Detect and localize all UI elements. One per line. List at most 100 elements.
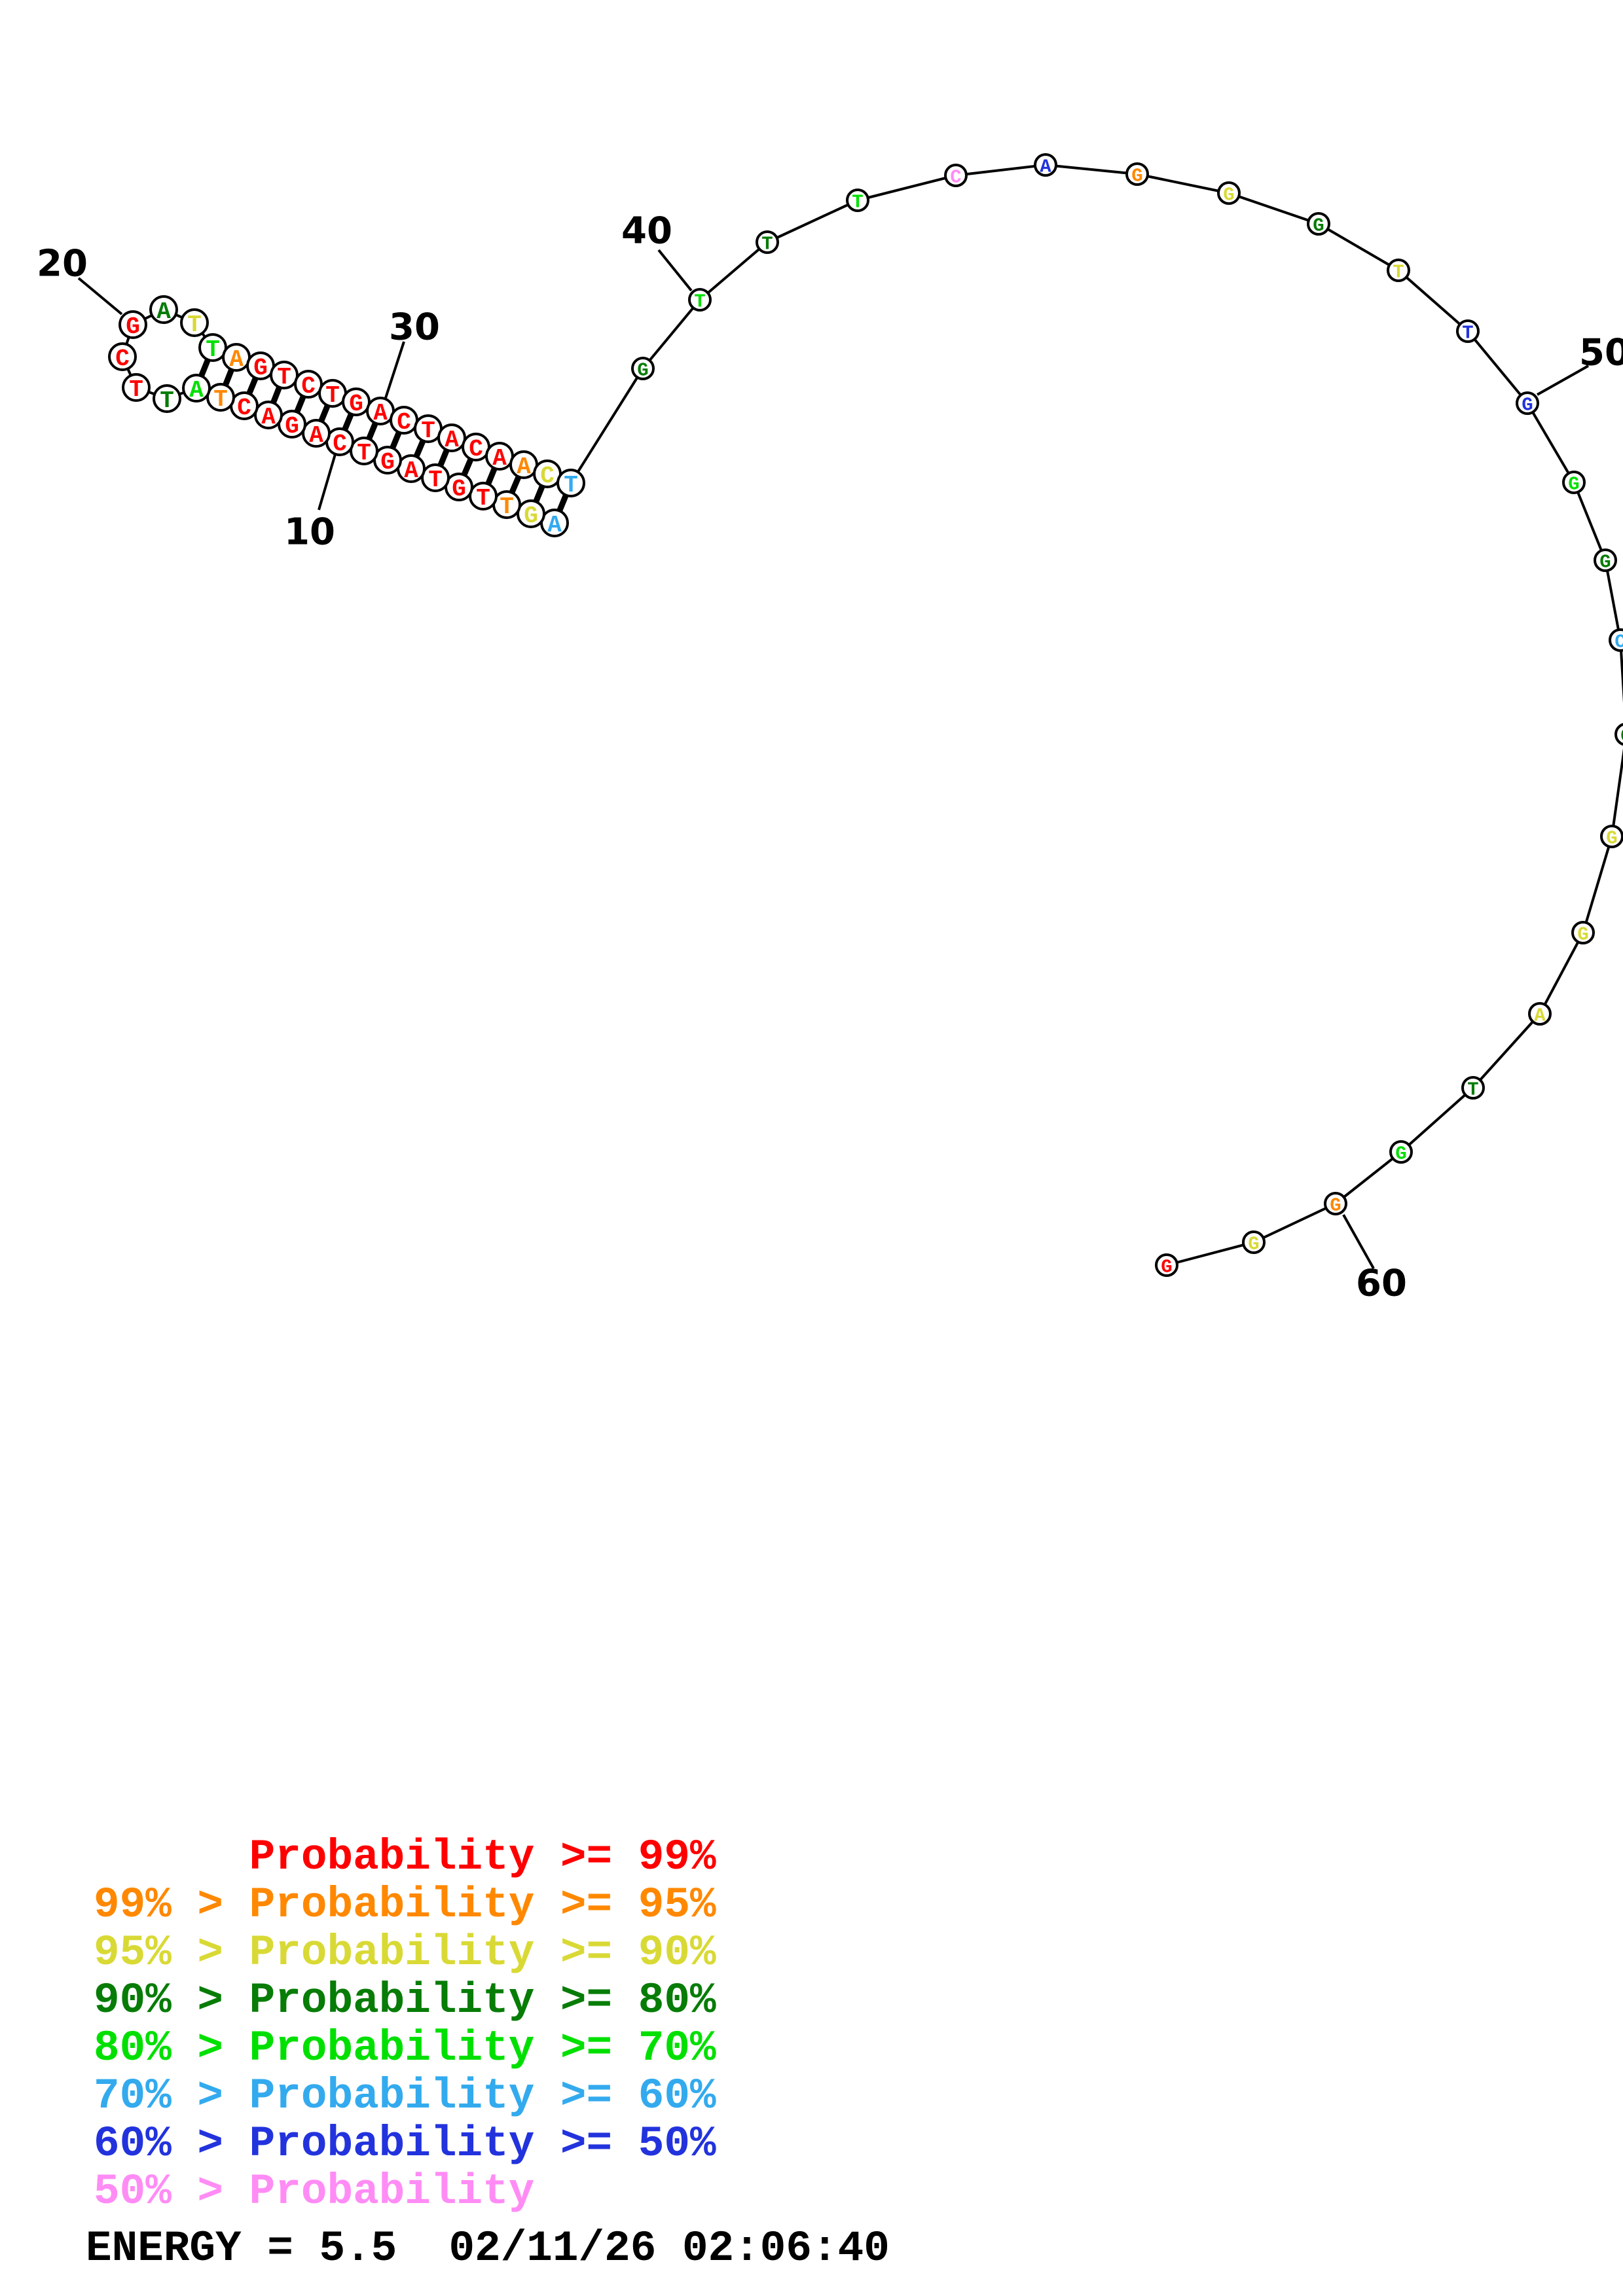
- nucleotide-56: G: [1571, 921, 1595, 945]
- nucleotide-circle: [1387, 259, 1410, 282]
- nucleotide-25: G: [246, 351, 275, 382]
- nucleotide-circle: [1155, 1253, 1178, 1277]
- nucleotide-1: A: [540, 509, 569, 539]
- nucleotide-circle: [1528, 1002, 1552, 1026]
- nucleotide-letter: T: [476, 485, 490, 512]
- nucleotide-44: A: [1034, 153, 1057, 177]
- nucleotide-circle: [182, 374, 211, 403]
- nucleotide-letter: A: [492, 445, 507, 472]
- nucleotide-27: C: [294, 370, 323, 400]
- nucleotide-26: T: [270, 361, 299, 391]
- nucleotide-circle: [1242, 1230, 1266, 1254]
- nucleotide-circle: [1307, 212, 1330, 236]
- nucleotide-letter: T: [1467, 1079, 1478, 1100]
- nucleotide-letter: G: [1620, 725, 1623, 747]
- nucleotide-24: A: [222, 343, 251, 373]
- position-label-leader: [657, 249, 693, 292]
- backbone-segment: [1539, 932, 1584, 1014]
- nucleotide-61: G: [1242, 1230, 1266, 1255]
- legend-row: 80% > Probability >= 70%: [94, 2024, 716, 2073]
- backbone-segment: [1619, 639, 1623, 704]
- nucleotide-letter: T: [564, 472, 578, 499]
- nucleotide-circle: [846, 188, 869, 212]
- nucleotide-13: A: [254, 401, 283, 431]
- backbone-segment: [1400, 1086, 1474, 1153]
- nucleotide-8: G: [373, 446, 402, 476]
- nucleotide-14: C: [230, 391, 259, 422]
- legend-row: Probability >= 99%: [94, 1833, 716, 1882]
- nucleotide-letter: G: [126, 314, 140, 340]
- position-label-leader: [384, 341, 405, 399]
- nucleotide-5: G: [445, 473, 473, 503]
- nucleotide-circle: [350, 437, 378, 465]
- backbone-segment: [1166, 1241, 1254, 1266]
- nucleotide-letter: A: [445, 427, 459, 454]
- nucleotide-letter: G: [637, 359, 648, 381]
- nucleotide-15: T: [206, 383, 235, 413]
- nucleotide-letter: A: [189, 377, 204, 404]
- nucleotide-letter: T: [1462, 322, 1473, 344]
- nucleotide-letter: C: [950, 166, 961, 188]
- nucleotide-letter: T: [206, 336, 220, 363]
- nucleotide-circle: [180, 308, 209, 337]
- nucleotide-letter: T: [694, 291, 705, 312]
- nucleotide-6: T: [421, 463, 450, 493]
- nucleotide-circle: [556, 469, 585, 497]
- energy-text: ENERGY = 5.5 02/11/26 02:06:40: [86, 2224, 890, 2273]
- nucleotide-letter: G: [452, 476, 466, 503]
- nucleotide-circle: [688, 288, 712, 312]
- nucleotide-letter: C: [397, 409, 411, 436]
- nucleotide-letter: A: [309, 422, 323, 449]
- nucleotide-41: T: [756, 230, 779, 255]
- nucleotide-circle: [1614, 723, 1623, 746]
- position-label: 30: [389, 306, 440, 349]
- backbone-segment: [1253, 1202, 1336, 1244]
- backbone-segment: [570, 367, 644, 484]
- backbone-segment: [1467, 330, 1529, 404]
- position-label: 50: [1579, 332, 1623, 374]
- nucleotide-letter: G: [1223, 184, 1234, 206]
- nucleotide-letter: T: [852, 191, 863, 213]
- nucleotide-48: T: [1387, 259, 1410, 283]
- nucleotide-10: C: [325, 427, 354, 457]
- nucleotide-51: G: [1562, 471, 1586, 495]
- nucleotide-60: G: [1324, 1192, 1347, 1216]
- nucleotide-circle: [517, 499, 545, 528]
- nucleotide-34: C: [462, 433, 490, 463]
- nucleotide-circle: [421, 463, 450, 492]
- nucleotide-39: G: [631, 357, 655, 381]
- nucleotide-circle: [254, 401, 283, 429]
- nucleotide-letter: T: [277, 364, 291, 391]
- nucleotide-53: C: [1609, 628, 1623, 653]
- position-label: 60: [1356, 1263, 1407, 1305]
- position-label: 20: [37, 243, 88, 285]
- backbone-segment: [1334, 1151, 1402, 1205]
- nucleotide-29: G: [342, 387, 371, 418]
- nucleotide-circle: [153, 384, 181, 413]
- nucleotide-letter: G: [1330, 1194, 1341, 1216]
- nucleotide-circle: [437, 423, 466, 452]
- nucleotide-letter: A: [373, 400, 388, 427]
- backbone-segment: [1137, 173, 1230, 194]
- nucleotide-4: T: [469, 482, 498, 512]
- probability-legend: Probability >= 99% 99% > Probability >= 9…: [94, 1833, 716, 2215]
- backbone-segment: [1573, 482, 1607, 561]
- nucleotide-letter: A: [1040, 156, 1051, 177]
- nucleotide-circle: [302, 419, 331, 448]
- nucleotide-circle: [1125, 162, 1149, 186]
- nucleotide-circle: [122, 373, 151, 402]
- legend-row: 60% > Probability >= 50%: [94, 2119, 716, 2168]
- nucleotide-32: T: [414, 414, 443, 444]
- nucleotide-circle: [342, 387, 371, 416]
- nucleotide-letter: T: [160, 387, 174, 414]
- backbone-lines: [121, 164, 1623, 1266]
- nucleotide-16: A: [182, 374, 211, 404]
- nucleotide-letter: T: [129, 376, 143, 403]
- nucleotide-circle: [1034, 153, 1057, 177]
- nucleotide-letter: G: [1568, 473, 1579, 495]
- nucleotide-letter: A: [547, 512, 562, 539]
- nucleotide-letter: T: [761, 233, 773, 255]
- nucleotide-letter: G: [1131, 165, 1142, 187]
- nucleotide-letter: C: [301, 373, 316, 400]
